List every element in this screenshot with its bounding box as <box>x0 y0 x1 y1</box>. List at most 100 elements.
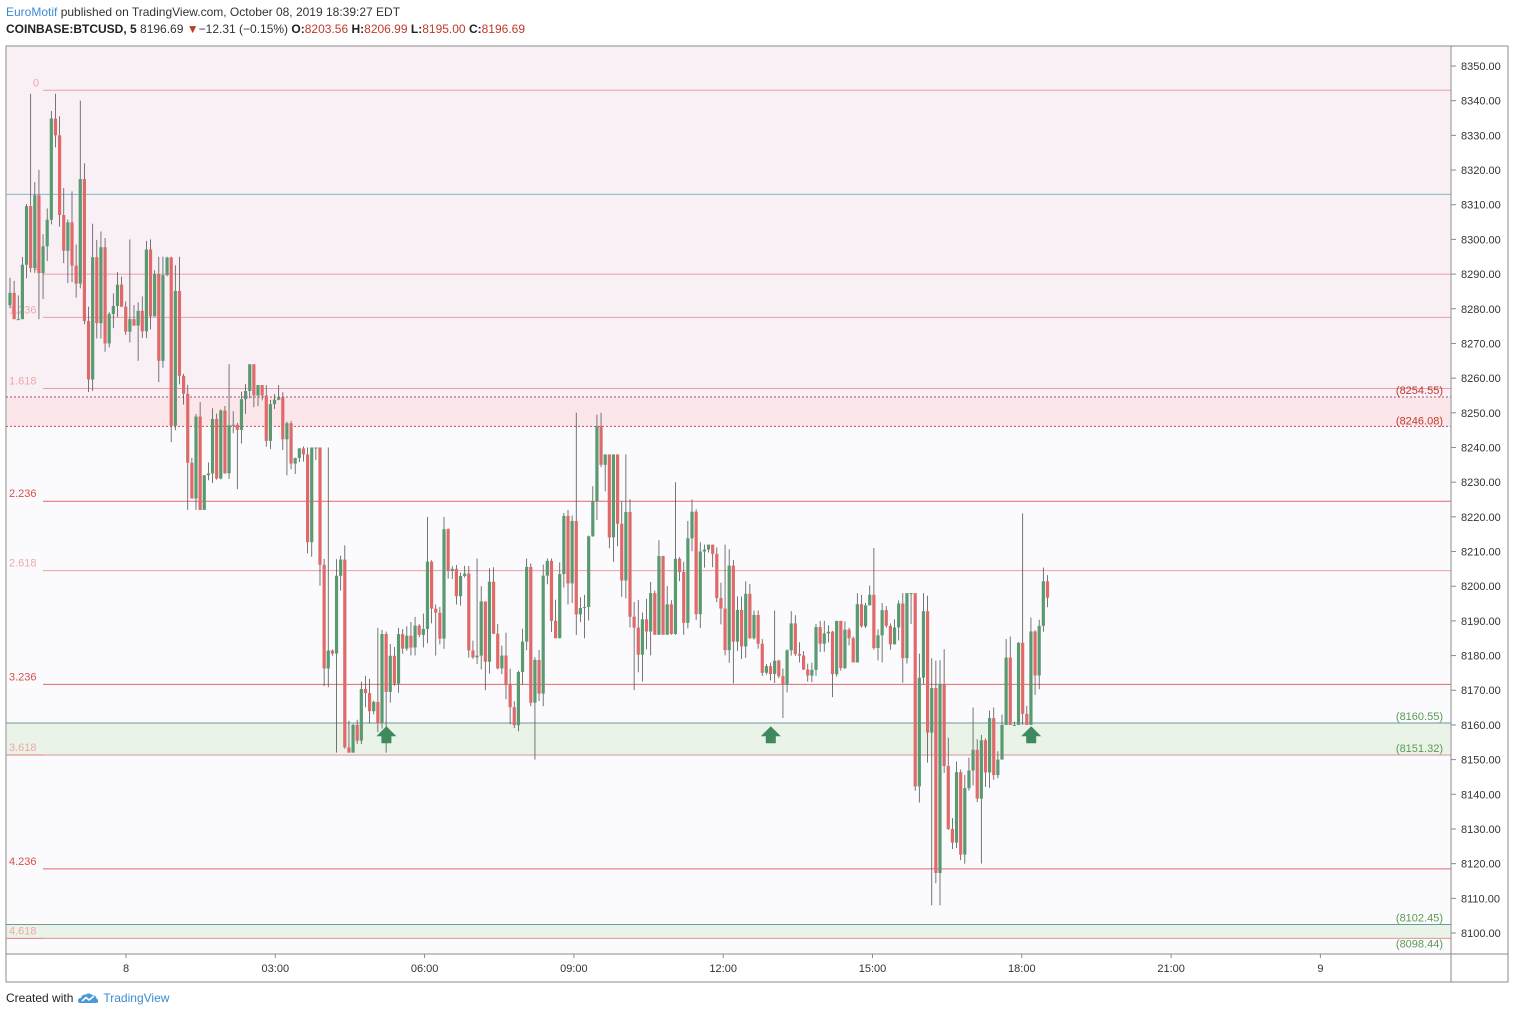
price-tick-label: 8160.00 <box>1461 720 1501 732</box>
zone-bottom-label: (8098.44) <box>1396 938 1443 950</box>
candle-down <box>715 553 719 599</box>
candle-up <box>686 538 690 623</box>
price-tick-label: 8280.00 <box>1461 304 1501 316</box>
candle-down <box>934 688 938 873</box>
arrow-markers <box>376 726 1042 744</box>
candle-up <box>706 544 711 550</box>
candle-down <box>529 566 533 703</box>
time-tick-label: 8 <box>123 963 129 975</box>
support-zone-2 <box>7 924 1450 939</box>
fib-label: 2.618 <box>9 558 37 570</box>
candle-up <box>475 655 479 658</box>
candle-down <box>607 454 611 538</box>
candle-down <box>1033 631 1037 676</box>
candle-down <box>830 631 835 675</box>
footer: Created with TradingView <box>6 991 169 1005</box>
price-tick-label: 8290.00 <box>1461 269 1501 281</box>
candle-down <box>82 179 86 322</box>
published-text: published on TradingView.com, October 08… <box>60 5 401 19</box>
candle-down <box>483 601 487 662</box>
candle-down <box>306 454 310 543</box>
candle-up <box>640 619 644 655</box>
candle-up <box>479 601 483 656</box>
candles-layer[interactable] <box>8 93 1050 906</box>
candle-up <box>814 627 818 670</box>
price-tick-label: 8110.00 <box>1461 893 1500 905</box>
candle-up <box>892 627 897 645</box>
candle-up <box>880 610 884 636</box>
candle-down <box>186 393 190 463</box>
candle-up <box>773 660 777 675</box>
candle-up <box>525 566 529 642</box>
candle-down <box>190 462 194 499</box>
candle-down <box>62 215 66 251</box>
candle-down <box>53 118 58 136</box>
candle-down <box>644 619 649 632</box>
candle-up <box>136 310 140 326</box>
candle-down <box>157 274 161 361</box>
time-axis[interactable]: 8 03:00 06:00 09:00 12:00 15:00 18:00 21:00 9 <box>5 953 1509 983</box>
candle-up <box>359 688 363 741</box>
candle-up <box>603 454 607 465</box>
candle-up <box>293 457 297 464</box>
candle-down <box>281 397 285 440</box>
candle-down <box>694 511 698 615</box>
candle-up <box>111 305 115 315</box>
candle-down <box>215 418 219 479</box>
candle-up <box>1000 724 1004 760</box>
candle-down <box>74 265 78 284</box>
candle-down <box>926 611 930 733</box>
candle-down <box>508 685 512 708</box>
candle-up <box>855 604 859 663</box>
candle-down <box>124 306 128 332</box>
candle-up <box>326 650 330 669</box>
candle-down <box>806 669 810 676</box>
candle-up <box>876 635 880 649</box>
candle-down <box>318 447 322 565</box>
candle-down <box>177 290 182 376</box>
price-tick-label: 8260.00 <box>1461 373 1501 385</box>
zone-bottom-label: (8151.32) <box>1396 743 1443 755</box>
candle-up <box>673 558 678 634</box>
resistance-zone-0 <box>7 397 1450 427</box>
candle-down <box>376 701 380 724</box>
zone-top-label: (8160.55) <box>1396 711 1443 723</box>
candle-down <box>851 638 855 663</box>
candle-up <box>822 633 826 644</box>
candle-up <box>161 275 165 361</box>
candle-down <box>446 529 450 572</box>
candle-down <box>802 655 806 670</box>
candle-down <box>132 319 136 326</box>
candle-up <box>967 770 971 789</box>
candle-up <box>49 118 53 220</box>
candle-up <box>963 788 967 855</box>
price-tick-label: 8310.00 <box>1461 200 1501 212</box>
zone-bottom-label: (8246.08) <box>1396 415 1443 427</box>
candle-down <box>847 629 851 639</box>
candle-up <box>144 249 148 332</box>
candle-down <box>120 284 124 307</box>
candle-down <box>169 257 173 426</box>
price-axis[interactable]: 8100.00 8110.00 8120.00 8130.00 8140.00 8150.… <box>1450 45 1509 954</box>
candle-up <box>752 614 756 639</box>
fib-label: 0 <box>33 77 39 89</box>
candle-down <box>781 676 785 685</box>
candle-up <box>91 257 95 380</box>
candle-up <box>107 314 111 344</box>
candle-up <box>1029 631 1033 725</box>
publisher-link[interactable]: EuroMotif <box>6 5 58 19</box>
candle-down <box>913 593 917 787</box>
high-label: H: <box>351 22 365 36</box>
candle-up <box>665 604 669 635</box>
candle-up <box>591 501 595 537</box>
candle-up <box>624 511 628 581</box>
tradingview-brand-link[interactable]: TradingView <box>103 991 170 1005</box>
price-tick-label: 8330.00 <box>1461 130 1501 142</box>
candle-up <box>835 620 839 675</box>
candle-up <box>578 607 582 615</box>
candle-down <box>719 598 723 609</box>
candle-down <box>793 623 797 655</box>
candle-down <box>504 655 508 686</box>
price-tick-label: 8150.00 <box>1461 755 1501 767</box>
